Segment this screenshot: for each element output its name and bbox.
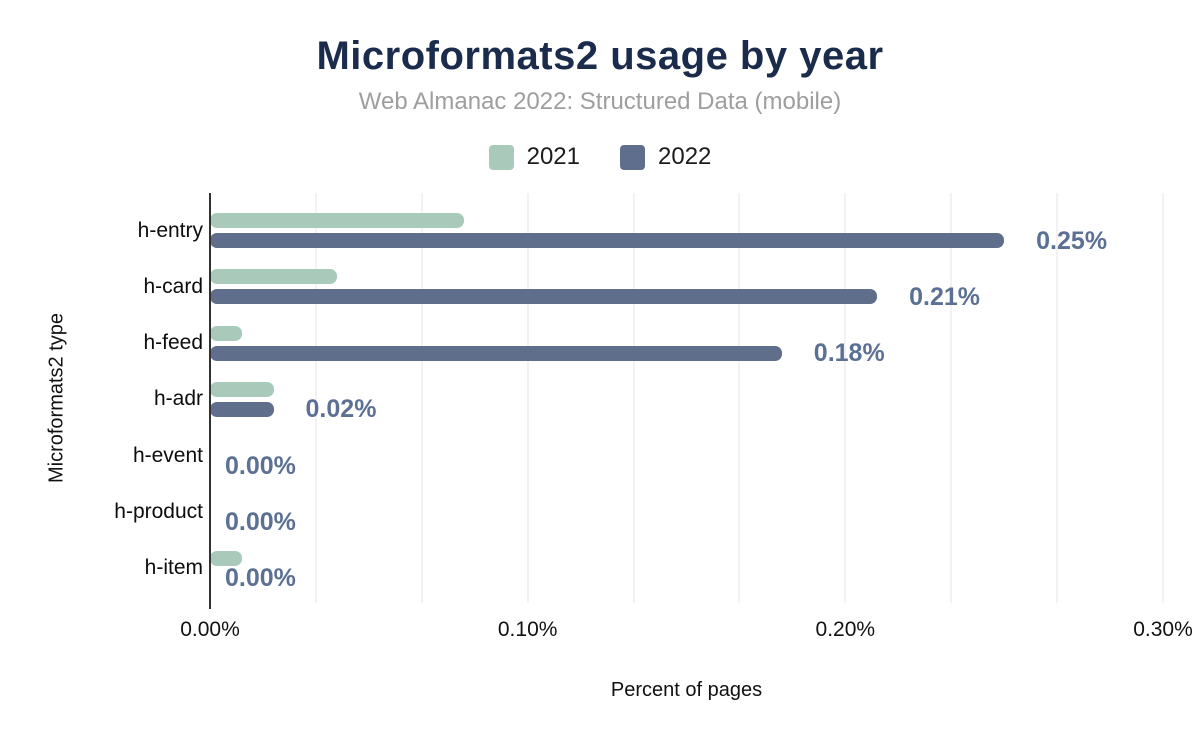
category-label-h-item: h-item: [144, 556, 203, 580]
gridline: [950, 193, 953, 603]
bar-value-label-h-card: 0.21%: [909, 282, 980, 311]
bar-value-label-h-product: 0.00%: [225, 508, 296, 537]
legend-label-2022: 2022: [658, 143, 712, 170]
category-label-h-adr: h-adr: [153, 387, 203, 411]
gridline: [526, 193, 529, 603]
gridline: [314, 193, 317, 603]
legend-label-2021: 2021: [526, 143, 580, 170]
category-label-h-product: h-product: [114, 500, 203, 524]
gridline: [1162, 193, 1164, 603]
x-axis-title: Percent of pages: [610, 679, 763, 701]
bar-2022-h-card[interactable]: [210, 289, 878, 305]
legend-item-2022[interactable]: 2022: [620, 143, 711, 171]
x-tick-label-3: 0.30%: [1133, 618, 1193, 641]
bar-2022-h-entry[interactable]: [210, 233, 1005, 248]
legend-item-2021[interactable]: 2021: [488, 143, 580, 171]
plot-area: 0.25% 0.21% 0.18% 0.02% 0.00% 0.00% 0.00%: [210, 193, 1164, 603]
y-axis-line: [209, 193, 211, 609]
gridline: [738, 193, 741, 603]
category-label-h-feed: h-feed: [143, 331, 203, 355]
bar-2021-h-entry[interactable]: [210, 213, 465, 228]
category-label-h-event: h-event: [132, 443, 203, 467]
gridline: [844, 193, 847, 603]
gridline: [632, 193, 635, 603]
chart-title: Microformats2 usage by year: [316, 34, 884, 78]
gridline: [1056, 193, 1059, 603]
x-tick-label-2: 0.20%: [815, 618, 876, 641]
y-axis-title: Microformats2 type: [45, 312, 68, 484]
bar-2022-h-feed[interactable]: [210, 345, 782, 361]
category-label-h-card: h-card: [143, 274, 203, 298]
legend-swatch-2021: [488, 144, 514, 170]
bar-value-label-h-adr: 0.02%: [305, 395, 377, 424]
chart-subtitle: Web Almanac 2022: Structured Data (mobil…: [358, 88, 842, 115]
bar-2022-h-adr[interactable]: [210, 401, 274, 417]
gridline: [420, 193, 423, 603]
bar-value-label-h-item: 0.00%: [225, 564, 296, 593]
legend: 2021 2022: [0, 143, 1200, 171]
legend-swatch-2022: [620, 144, 645, 170]
bar-2021-h-card[interactable]: [210, 269, 338, 285]
bar-2021-h-adr[interactable]: [210, 381, 274, 397]
x-tick-label-1: 0.10%: [497, 618, 558, 641]
bar-value-label-h-feed: 0.18%: [813, 339, 885, 368]
bar-2021-h-feed[interactable]: [210, 325, 242, 341]
x-tick-label-0: 0.00%: [180, 618, 240, 641]
bar-value-label-h-event: 0.00%: [225, 451, 296, 480]
bar-2021-h-item[interactable]: [210, 550, 242, 566]
category-label-h-entry: h-entry: [137, 218, 203, 242]
bar-value-label-h-entry: 0.25%: [1036, 226, 1108, 255]
